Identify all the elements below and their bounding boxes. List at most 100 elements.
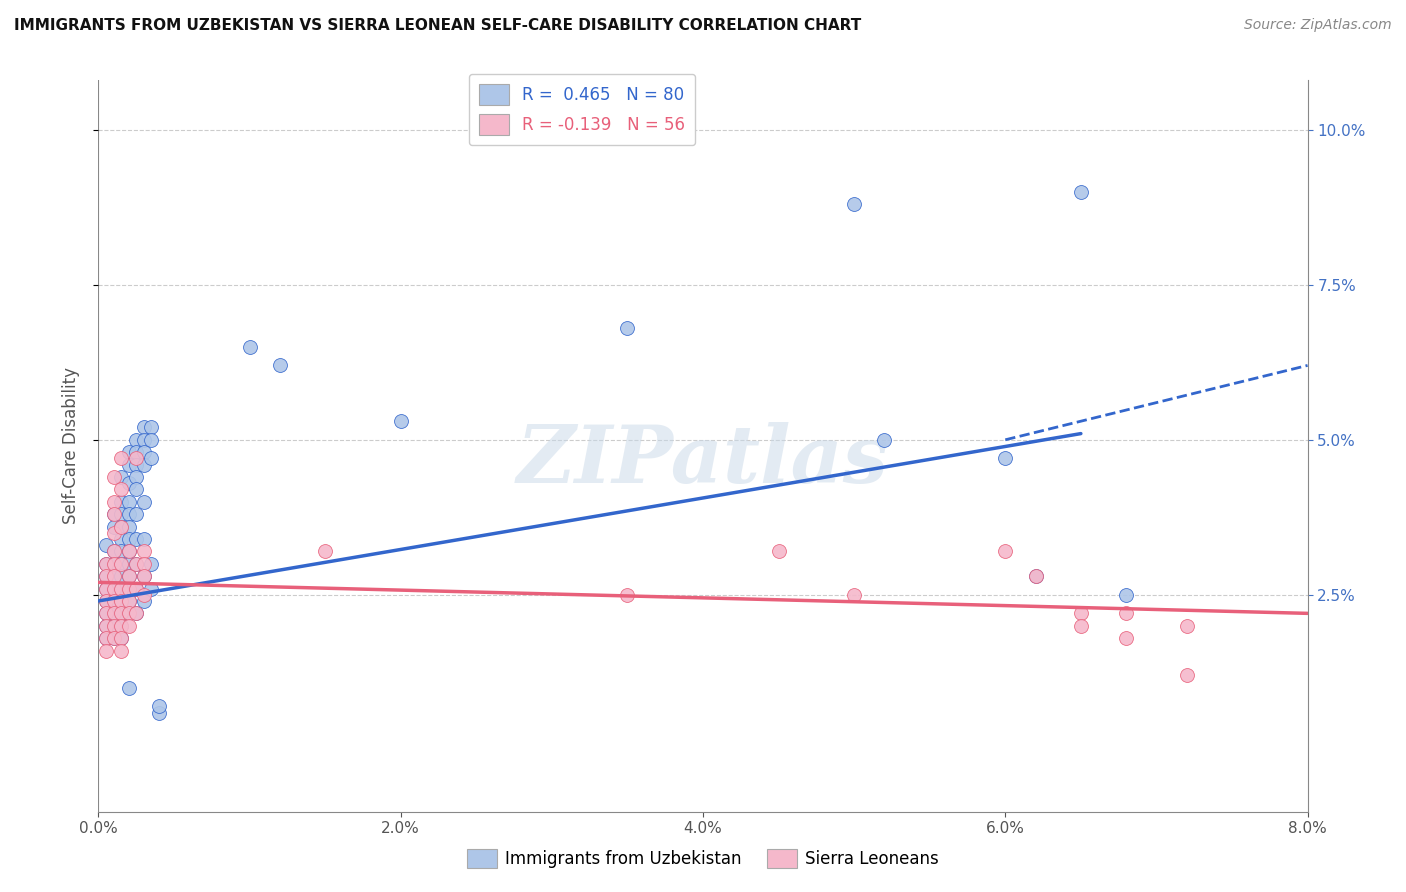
Point	[125, 532, 148, 546]
Point	[1115, 631, 1137, 645]
Point	[873, 433, 896, 447]
Point	[94, 607, 117, 621]
Point	[94, 594, 117, 608]
Point	[94, 607, 117, 621]
Point	[110, 582, 132, 596]
Point	[1175, 668, 1198, 682]
Point	[125, 582, 148, 596]
Point	[118, 445, 141, 459]
Point	[103, 557, 125, 571]
Point	[125, 483, 148, 497]
Point	[132, 544, 155, 558]
Point	[1115, 607, 1137, 621]
Point	[118, 594, 141, 608]
Point	[103, 470, 125, 484]
Point	[148, 699, 170, 714]
Point	[141, 582, 163, 596]
Point	[94, 557, 117, 571]
Point	[103, 607, 125, 621]
Point	[125, 582, 148, 596]
Point	[94, 538, 117, 552]
Point	[141, 451, 163, 466]
Point	[132, 569, 155, 583]
Point	[132, 588, 155, 602]
Point	[125, 451, 148, 466]
Point	[118, 519, 141, 533]
Point	[118, 619, 141, 633]
Point	[94, 582, 117, 596]
Point	[1115, 588, 1137, 602]
Point	[103, 544, 125, 558]
Point	[110, 631, 132, 645]
Point	[94, 619, 117, 633]
Point	[110, 557, 132, 571]
Text: ZIPatlas: ZIPatlas	[517, 422, 889, 500]
Point	[118, 681, 141, 695]
Point	[103, 495, 125, 509]
Point	[110, 619, 132, 633]
Point	[118, 557, 141, 571]
Point	[110, 582, 132, 596]
Point	[103, 594, 125, 608]
Point	[994, 451, 1017, 466]
Point	[1025, 569, 1047, 583]
Point	[103, 557, 125, 571]
Point	[103, 582, 125, 596]
Point	[110, 557, 132, 571]
Point	[994, 544, 1017, 558]
Point	[141, 420, 163, 434]
Point	[110, 544, 132, 558]
Point	[239, 340, 262, 354]
Point	[94, 557, 117, 571]
Point	[616, 321, 638, 335]
Point	[94, 594, 117, 608]
Text: IMMIGRANTS FROM UZBEKISTAN VS SIERRA LEONEAN SELF-CARE DISABILITY CORRELATION CH: IMMIGRANTS FROM UZBEKISTAN VS SIERRA LEO…	[14, 18, 862, 33]
Point	[125, 458, 148, 472]
Point	[132, 420, 155, 434]
Point	[94, 643, 117, 657]
Point	[118, 495, 141, 509]
Point	[118, 544, 141, 558]
Point	[94, 619, 117, 633]
Point	[125, 507, 148, 521]
Point	[118, 594, 141, 608]
Point	[118, 569, 141, 583]
Point	[118, 458, 141, 472]
Point	[125, 557, 148, 571]
Point	[1070, 607, 1092, 621]
Point	[103, 631, 125, 645]
Legend: R =  0.465   N = 80, R = -0.139   N = 56: R = 0.465 N = 80, R = -0.139 N = 56	[470, 74, 695, 145]
Point	[132, 557, 155, 571]
Point	[103, 519, 125, 533]
Point	[110, 470, 132, 484]
Point	[118, 507, 141, 521]
Point	[118, 607, 141, 621]
Point	[269, 359, 291, 373]
Point	[110, 607, 132, 621]
Point	[132, 458, 155, 472]
Point	[125, 445, 148, 459]
Point	[103, 569, 125, 583]
Point	[844, 197, 866, 211]
Point	[110, 643, 132, 657]
Point	[103, 607, 125, 621]
Point	[103, 582, 125, 596]
Point	[118, 544, 141, 558]
Text: Source: ZipAtlas.com: Source: ZipAtlas.com	[1244, 18, 1392, 32]
Point	[1175, 619, 1198, 633]
Point	[110, 483, 132, 497]
Point	[110, 532, 132, 546]
Point	[132, 433, 155, 447]
Point	[132, 445, 155, 459]
Point	[125, 607, 148, 621]
Point	[110, 594, 132, 608]
Point	[1025, 569, 1047, 583]
Point	[118, 582, 141, 596]
Point	[118, 476, 141, 491]
Point	[110, 594, 132, 608]
Point	[125, 433, 148, 447]
Point	[1070, 185, 1092, 199]
Point	[110, 519, 132, 533]
Point	[132, 569, 155, 583]
Point	[616, 588, 638, 602]
